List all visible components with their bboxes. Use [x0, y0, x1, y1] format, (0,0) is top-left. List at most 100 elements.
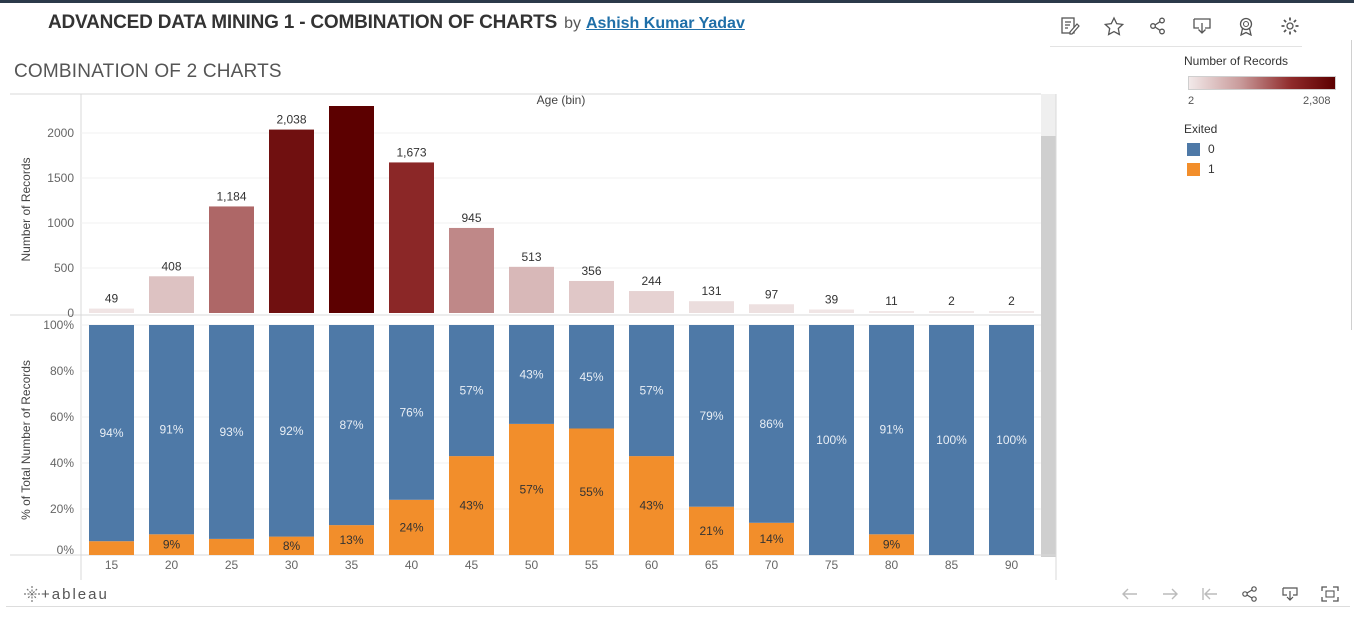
exited-1-segment[interactable] [329, 525, 374, 555]
exited-0-segment[interactable] [509, 325, 554, 424]
top-accent-bar [0, 0, 1354, 3]
exited-1-segment[interactable] [149, 534, 194, 555]
x-axis-title: Age (bin) [537, 93, 586, 107]
count-bar[interactable] [89, 308, 134, 313]
exited-0-segment[interactable] [989, 325, 1034, 555]
x-tick-label: 20 [165, 558, 179, 572]
reset-icon[interactable] [1190, 585, 1230, 603]
count-bar-label: 49 [105, 292, 119, 306]
bottom-y-tick-label: 100% [43, 318, 74, 332]
exited-1-label: 43% [639, 499, 663, 513]
x-tick-label: 50 [525, 558, 539, 572]
exited-0-segment[interactable] [869, 325, 914, 535]
exited-0-segment[interactable] [329, 325, 374, 526]
exited-0-segment[interactable] [569, 325, 614, 429]
x-tick-label: 90 [1005, 558, 1019, 572]
count-bar[interactable] [749, 304, 794, 313]
count-bar[interactable] [929, 311, 974, 313]
forward-arrow-icon[interactable] [1150, 585, 1190, 603]
exited-1-label: 55% [579, 485, 603, 499]
count-bar[interactable] [149, 276, 194, 313]
combination-chart[interactable]: 0 500 1000 1500 2000 Number of Records Age (bi… [0, 90, 1070, 580]
count-bar[interactable] [869, 311, 914, 313]
exited-0-label: 86% [759, 417, 783, 431]
legend-label-0: 0 [1208, 142, 1215, 156]
exited-0-label: 93% [219, 425, 243, 439]
exited-0-segment[interactable] [449, 325, 494, 457]
footer-download-icon[interactable] [1270, 585, 1310, 603]
exited-1-segment[interactable] [269, 536, 314, 555]
exited-0-label: 100% [996, 433, 1027, 447]
exited-1-segment[interactable] [629, 456, 674, 555]
bottom-y-axis-title: % of Total Number of Records [19, 360, 33, 520]
count-bar[interactable] [689, 301, 734, 313]
back-arrow-icon[interactable] [1110, 585, 1150, 603]
settings-icon[interactable] [1268, 14, 1312, 38]
exited-1-label: 43% [459, 499, 483, 513]
exited-0-label: 91% [879, 423, 903, 437]
star-icon[interactable] [1092, 14, 1136, 38]
x-tick-label: 35 [345, 558, 359, 572]
exited-0-segment[interactable] [809, 325, 854, 555]
exited-0-label: 92% [279, 424, 303, 438]
count-bar[interactable] [989, 311, 1034, 313]
exited-1-segment[interactable] [89, 541, 134, 555]
exited-1-segment[interactable] [389, 499, 434, 555]
download-icon[interactable] [1180, 14, 1224, 38]
count-bar-label: 2 [948, 294, 955, 308]
count-bar[interactable] [569, 280, 614, 313]
tableau-logo[interactable]: +ableau [23, 585, 109, 603]
page-scroll-edge [1351, 40, 1352, 330]
x-tick-label: 40 [405, 558, 419, 572]
exited-1-segment[interactable] [209, 538, 254, 555]
exited-1-segment[interactable] [869, 534, 914, 555]
exited-0-label: 57% [639, 384, 663, 398]
top-y-tick-label: 1000 [47, 216, 74, 230]
footer-divider [6, 606, 1350, 607]
exited-0-segment[interactable] [929, 325, 974, 555]
count-bar-label: 2 [1008, 294, 1015, 308]
exited-1-segment[interactable] [449, 456, 494, 555]
exited-0-segment[interactable] [389, 325, 434, 500]
color-gradient-legend[interactable] [1188, 76, 1336, 90]
exited-1-segment[interactable] [509, 423, 554, 555]
footer-share-icon[interactable] [1230, 585, 1270, 603]
exited-1-segment[interactable] [569, 428, 614, 556]
author-link[interactable]: Ashish Kumar Yadav [585, 15, 745, 32]
exited-0-label: 43% [519, 367, 543, 381]
top-y-tick-label: 1500 [47, 171, 74, 185]
count-bar[interactable] [269, 129, 314, 313]
x-tick-label: 80 [885, 558, 899, 572]
exited-0-segment[interactable] [269, 325, 314, 537]
x-tick-label: 45 [465, 558, 479, 572]
count-bar-label: 356 [581, 264, 601, 278]
fullscreen-icon[interactable] [1310, 585, 1350, 603]
exited-1-segment[interactable] [749, 522, 794, 555]
exited-0-segment[interactable] [209, 325, 254, 539]
count-bar[interactable] [449, 227, 494, 313]
count-bar[interactable] [629, 291, 674, 313]
exited-0-segment[interactable] [149, 325, 194, 535]
legend-item-exited-0[interactable]: 0 [1187, 142, 1215, 156]
exited-1-segment[interactable] [689, 506, 734, 555]
exited-0-segment[interactable] [89, 325, 134, 542]
count-bar[interactable] [209, 206, 254, 313]
x-tick-label: 65 [705, 558, 719, 572]
edit-icon[interactable] [1048, 14, 1092, 38]
exited-0-segment[interactable] [689, 325, 734, 507]
tableau-cross-icon [24, 586, 40, 602]
count-bar[interactable] [389, 162, 434, 313]
exited-0-segment[interactable] [749, 325, 794, 523]
count-bar-label: 1,184 [216, 189, 246, 203]
share-icon[interactable] [1136, 14, 1180, 38]
count-bar[interactable] [809, 309, 854, 313]
count-bar[interactable] [329, 106, 374, 313]
by-label: by [564, 15, 581, 32]
tableau-wordmark: +ableau [41, 585, 109, 603]
legend-item-exited-1[interactable]: 1 [1187, 162, 1215, 176]
count-bar[interactable] [509, 266, 554, 313]
x-tick-label: 25 [225, 558, 239, 572]
exited-0-segment[interactable] [629, 325, 674, 457]
scrollbar-thumb[interactable] [1041, 136, 1056, 557]
badge-icon[interactable] [1224, 14, 1268, 38]
